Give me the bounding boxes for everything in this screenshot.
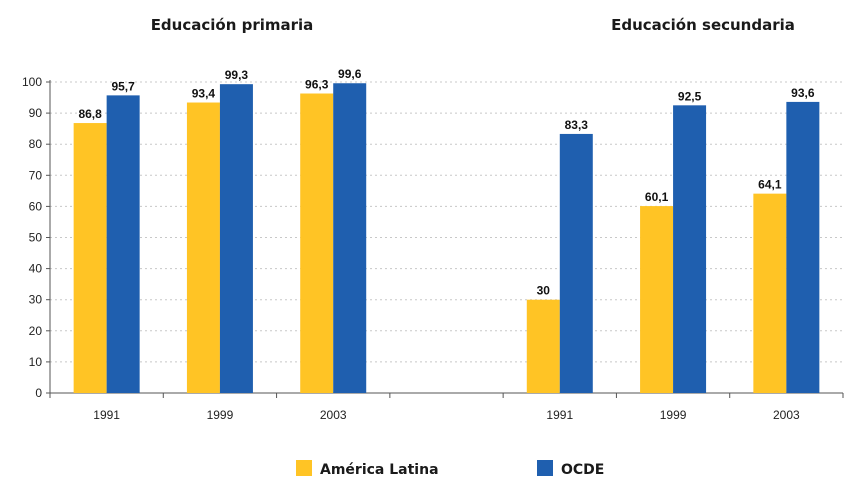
bars — [73, 83, 820, 394]
legend: América Latina OCDE — [296, 460, 604, 478]
data-label-america-latina: 93,4 — [192, 87, 216, 101]
bar-ocde — [559, 133, 593, 393]
bar-ocde — [333, 83, 367, 393]
legend-label-ocde: OCDE — [561, 462, 604, 478]
y-tick-label: 10 — [29, 355, 43, 369]
bar-america-latina — [640, 206, 674, 393]
y-tick-label: 90 — [29, 106, 43, 120]
data-label-america-latina: 96,3 — [305, 78, 329, 92]
legend-swatch-ocde — [537, 460, 553, 476]
bar-ocde — [786, 101, 820, 394]
x-tick-label: 2003 — [320, 408, 347, 422]
y-tick-label: 30 — [29, 293, 43, 307]
y-tick-label: 20 — [29, 324, 43, 338]
gridlines — [50, 81, 843, 363]
bar-america-latina — [526, 299, 560, 393]
legend-swatch-america-latina — [296, 460, 312, 476]
data-label-ocde: 99,6 — [338, 67, 362, 81]
bar-america-latina — [186, 102, 220, 393]
axes: 0 10 20 30 40 50 60 70 80 90 100 1991 1999 2003 1991 19… — [22, 75, 844, 422]
x-tick-label: 1991 — [546, 408, 573, 422]
x-tick-label: 1999 — [660, 408, 687, 422]
y-tick-label: 70 — [29, 168, 43, 182]
y-tick-label: 60 — [29, 199, 43, 213]
bar-america-latina — [73, 123, 107, 393]
bar-ocde — [106, 95, 140, 394]
data-label-ocde: 92,5 — [678, 89, 702, 103]
bar-america-latina — [753, 193, 787, 393]
y-tick-label: 100 — [22, 75, 42, 89]
data-label-america-latina: 60,1 — [645, 190, 669, 204]
legend-label-america-latina: América Latina — [320, 462, 439, 478]
data-label-ocde: 83,3 — [565, 118, 589, 132]
data-label-ocde: 99,3 — [225, 68, 249, 82]
x-tick-label: 1999 — [207, 408, 234, 422]
chart-title-primaria: Educación primaria — [151, 16, 314, 34]
chart-title-secundaria: Educación secundaria — [611, 16, 795, 34]
x-tick-label: 2003 — [773, 408, 800, 422]
data-label-ocde: 93,6 — [791, 86, 815, 100]
data-label-america-latina: 64,1 — [758, 178, 782, 192]
bar-america-latina — [300, 93, 334, 393]
bar-ocde — [673, 105, 707, 393]
bar-ocde — [219, 84, 253, 393]
y-tick-label: 80 — [29, 137, 43, 151]
y-tick-label: 50 — [29, 231, 43, 245]
y-tick-label: 0 — [35, 386, 42, 400]
x-tick-label: 1991 — [93, 408, 120, 422]
data-label-america-latina: 86,8 — [78, 107, 102, 121]
data-label-ocde: 95,7 — [111, 79, 135, 93]
data-label-america-latina: 30 — [537, 284, 551, 298]
y-tick-label: 40 — [29, 262, 43, 276]
value-labels: 86,8 95,7 93,4 99,3 96,3 99,6 30 83,3 60,1 92,5 64… — [78, 67, 814, 297]
